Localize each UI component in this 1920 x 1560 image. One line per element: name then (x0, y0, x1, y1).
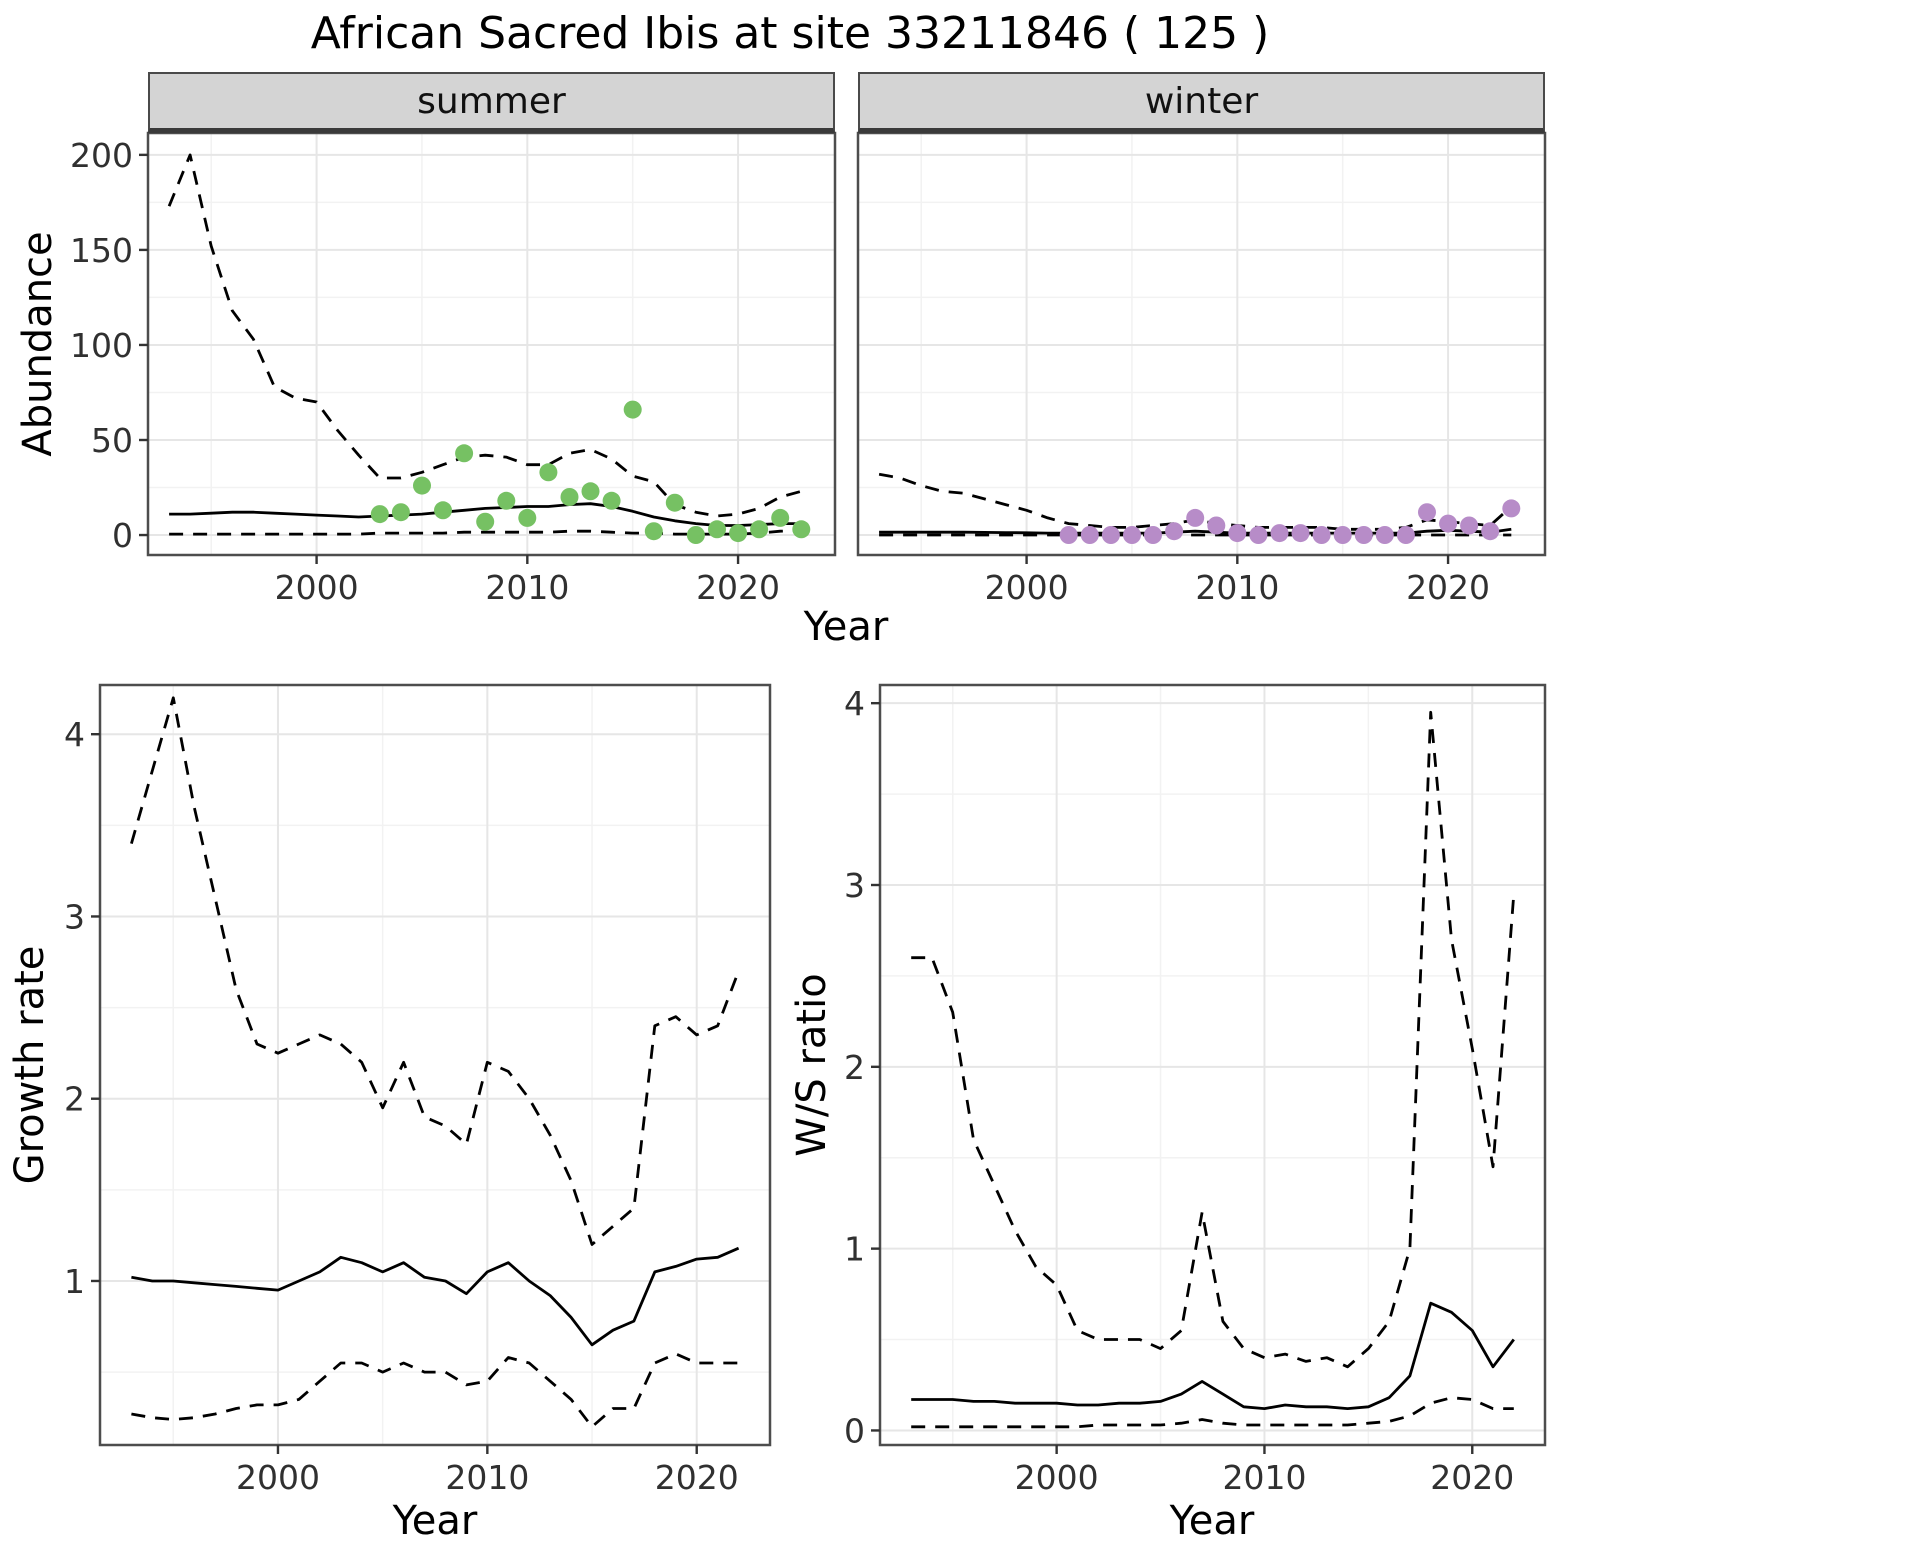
y-tick-label: 0 (112, 516, 133, 555)
y-tick-label: 3 (844, 866, 865, 905)
panel-ws-ratio: 2000 2010 2020 0 1 2 3 4 (844, 683, 1547, 1497)
facet-strip-summer: summer (148, 72, 835, 133)
x-tick-label: 2000 (236, 1458, 320, 1497)
x-tick-label: 2000 (985, 568, 1069, 607)
y-tick-label: 200 (70, 136, 133, 175)
growth-rate-lower-ci (131, 1352, 739, 1429)
abundance-x-axis-label: Year (803, 604, 889, 650)
y-tick-label: 50 (91, 421, 133, 460)
x-tick-label: 2010 (445, 1458, 529, 1497)
panel-abundance-summer: 2000 2010 2020 0 50 100 150 200 (70, 131, 837, 607)
growth-rate-x-axis-label: Year (392, 1498, 478, 1544)
ws-ratio-y-axis-label: W/S ratio (789, 973, 835, 1157)
x-tick-label: 2020 (1430, 1458, 1514, 1497)
y-tick-label: 2 (64, 1080, 85, 1119)
y-tick-label: 2 (844, 1048, 865, 1087)
y-tick-label: 1 (844, 1230, 865, 1269)
abundance-summer-median (169, 502, 802, 527)
ws-ratio-median (911, 1301, 1515, 1410)
x-tick-label: 2000 (1015, 1458, 1099, 1497)
abundance-summer-upper-ci (167, 153, 802, 518)
abundance-summer-lower-ci (169, 528, 802, 536)
abundance-summer-observations (370, 400, 811, 544)
ws-ratio-x-axis-label: Year (1169, 1498, 1255, 1544)
facet-strip-winter: winter (858, 72, 1545, 133)
abundance-y-axis-label: Abundance (15, 231, 61, 457)
abundance-winter-observations (1059, 499, 1521, 544)
growth-rate-upper-ci (130, 696, 740, 1246)
panel-abundance-winter: 2000 2010 2020 (856, 131, 1547, 607)
y-tick-label: 100 (70, 326, 133, 365)
y-tick-label: 4 (64, 715, 85, 754)
x-tick-label: 2010 (1222, 1458, 1306, 1497)
growth-rate-y-axis-label: Growth rate (7, 945, 53, 1185)
chart-title: African Sacred Ibis at site 33211846 ( 1… (310, 8, 1270, 59)
x-tick-label: 2020 (696, 568, 780, 607)
y-tick-label: 3 (64, 897, 85, 936)
panel-growth-rate: 2000 2010 2020 1 2 3 4 (64, 683, 772, 1497)
x-tick-label: 2010 (1195, 568, 1279, 607)
x-tick-label: 2020 (1406, 568, 1490, 607)
y-tick-label: 150 (70, 231, 133, 270)
x-tick-label: 2000 (275, 568, 359, 607)
ws-ratio-lower-ci (911, 1396, 1514, 1429)
x-tick-label: 2020 (655, 1458, 739, 1497)
x-tick-label: 2010 (485, 568, 569, 607)
y-tick-label: 1 (64, 1262, 85, 1301)
ws-ratio-upper-ci (911, 710, 1516, 1369)
y-tick-label: 0 (844, 1411, 865, 1450)
y-tick-label: 4 (844, 684, 865, 723)
growth-rate-median (131, 1246, 740, 1347)
